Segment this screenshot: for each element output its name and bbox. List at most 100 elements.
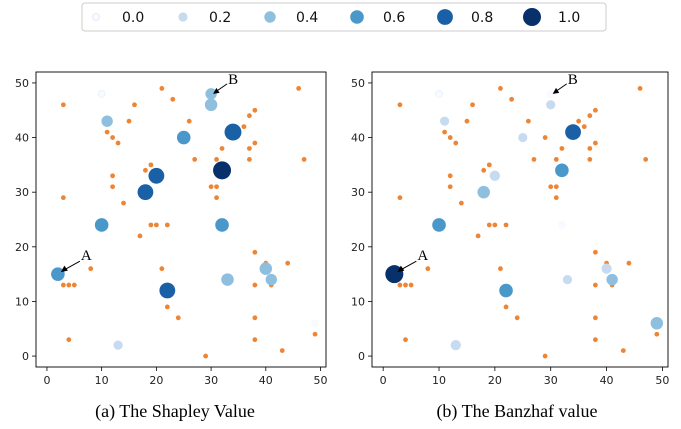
player-point	[66, 282, 72, 288]
annotation-arrowhead	[60, 265, 68, 273]
player-point	[132, 102, 137, 108]
player-point	[214, 157, 219, 162]
player-point	[66, 337, 72, 343]
player-point	[587, 113, 593, 119]
x-tick-label: 40	[259, 374, 273, 387]
player-point	[525, 118, 531, 124]
target-point	[259, 262, 273, 275]
annotation-label: A	[417, 248, 428, 264]
player-point	[470, 102, 475, 108]
legend-label: 0.2	[209, 10, 231, 26]
player-point	[175, 315, 181, 321]
player-point	[296, 85, 302, 91]
legend-marker	[178, 12, 188, 22]
player-point	[498, 85, 503, 91]
target-point	[562, 274, 573, 285]
player-point	[626, 260, 632, 266]
player-point	[186, 118, 192, 124]
legend: 0.0 0.2 0.4 0.6 0.8 1.0	[81, 2, 607, 32]
player-point	[246, 113, 252, 119]
player-point	[447, 184, 453, 190]
player-point	[458, 200, 464, 206]
player-point	[219, 146, 225, 151]
target-point	[97, 90, 106, 98]
player-point	[60, 195, 66, 201]
target-point	[137, 184, 154, 201]
player-point	[71, 282, 77, 288]
y-tick-label: 40	[15, 132, 29, 145]
y-tick-label: 10	[351, 295, 365, 308]
player-point	[312, 331, 318, 337]
target-point	[176, 130, 191, 145]
target-point	[557, 220, 566, 230]
player-point	[148, 222, 154, 228]
player-point	[164, 222, 170, 228]
target-point	[215, 218, 229, 232]
legend-label: 1.0	[558, 10, 580, 26]
legend-marker	[264, 11, 276, 23]
player-point	[498, 266, 503, 272]
target-point	[606, 273, 618, 286]
player-point	[164, 304, 170, 310]
player-point	[403, 282, 408, 288]
y-tick-label: 20	[351, 241, 365, 254]
player-point	[576, 118, 582, 124]
x-tick-label: 50	[314, 374, 328, 387]
plot-frame	[35, 71, 327, 368]
target-point	[213, 161, 232, 180]
y-tick-label: 20	[15, 241, 29, 254]
player-point	[637, 85, 643, 91]
target-point	[221, 273, 234, 286]
y-tick-label: 50	[15, 77, 29, 90]
panel-caption: (a) The Shapley Value	[95, 401, 255, 422]
legend-marker	[523, 8, 541, 26]
x-tick-label: 10	[95, 374, 109, 387]
x-tick-label: 10	[432, 374, 446, 387]
player-point	[241, 124, 247, 130]
target-point	[601, 263, 612, 274]
target-point	[450, 339, 461, 351]
player-point	[192, 157, 198, 162]
player-point	[643, 157, 649, 162]
x-tick-label: 0	[43, 374, 50, 387]
player-point	[143, 167, 148, 173]
player-point	[542, 135, 548, 140]
player-point	[620, 348, 626, 354]
y-tick-label: 40	[351, 132, 365, 145]
x-tick-label: 20	[488, 374, 502, 387]
player-point	[492, 222, 498, 228]
player-point	[453, 140, 459, 146]
player-point	[252, 315, 258, 321]
player-point	[447, 173, 453, 179]
target-point	[101, 115, 113, 127]
player-point	[592, 282, 598, 288]
player-point	[170, 96, 176, 102]
player-point	[110, 184, 116, 190]
y-tick-label: 10	[15, 295, 29, 308]
x-tick-label: 0	[380, 374, 387, 387]
annotation-arrowhead	[397, 265, 405, 273]
annotation-arrowhead	[552, 87, 560, 94]
target-point	[555, 163, 569, 178]
player-point	[104, 129, 110, 135]
player-point	[486, 222, 492, 228]
player-point	[548, 184, 554, 190]
player-point	[252, 249, 258, 255]
target-point	[432, 218, 446, 232]
player-point	[137, 233, 143, 239]
player-point	[447, 135, 453, 140]
target-point	[499, 283, 513, 298]
player-point	[587, 157, 593, 162]
player-point	[397, 282, 403, 288]
player-point	[592, 337, 598, 343]
player-point	[442, 129, 448, 135]
panel-banzhaf: 0 10 20 30 40 50 0 10 20 30 40 50 A B (b) The Banzhaf …	[351, 71, 669, 422]
plot-frame	[371, 71, 669, 368]
player-point	[279, 348, 285, 354]
target-point	[94, 218, 109, 232]
player-point	[531, 157, 537, 162]
target-point	[311, 319, 320, 328]
legend-marker	[92, 13, 100, 21]
player-point	[214, 184, 219, 190]
player-point	[153, 222, 159, 228]
